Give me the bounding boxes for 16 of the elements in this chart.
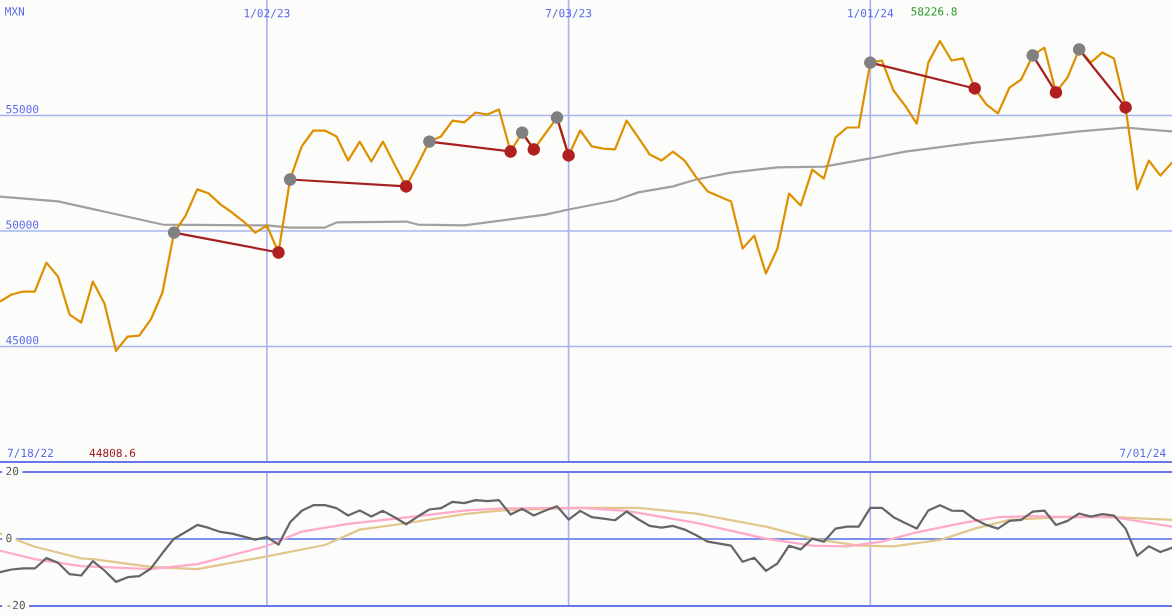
x-tick-label: 1/02/23	[244, 8, 290, 19]
annotation: 58226.8	[911, 7, 957, 16]
y-tick-label: 55000	[6, 104, 39, 114]
annotation: 7/01/24	[1120, 448, 1166, 458]
y-tick-label: -20	[7, 600, 25, 610]
y-tick-label: 50000	[6, 220, 39, 229]
y-tick-label: 20	[6, 466, 19, 476]
annotation: 7/18/22	[7, 448, 53, 458]
line-series	[0, 499, 1172, 583]
x-tick-label: 1/01/24	[848, 8, 894, 19]
annotation: 44808.6	[89, 448, 136, 458]
x-tick-label: 7/03/23	[545, 8, 592, 19]
y-axis-title: MXN	[5, 7, 24, 16]
line-series	[0, 506, 1172, 571]
y-tick-label: 0	[6, 533, 12, 543]
y-tick-label: 45000	[6, 335, 39, 345]
